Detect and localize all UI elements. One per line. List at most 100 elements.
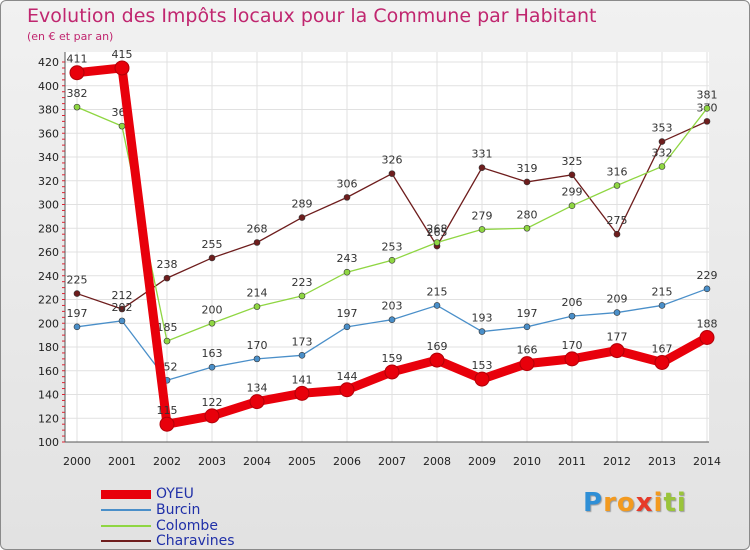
- data-label: 229: [697, 269, 718, 282]
- data-point: [429, 352, 445, 368]
- x-tick-label: 2004: [243, 455, 271, 468]
- data-point: [568, 312, 576, 320]
- data-point: [433, 239, 441, 246]
- x-tick-label: 2001: [108, 455, 136, 468]
- data-point: [568, 202, 576, 209]
- data-label: 193: [472, 312, 493, 325]
- data-point: [474, 371, 490, 387]
- data-label: 144: [337, 370, 358, 383]
- y-tick-label: 340: [38, 151, 59, 164]
- data-point: [208, 319, 216, 327]
- x-tick-label: 2002: [153, 455, 181, 468]
- data-label: 166: [517, 344, 538, 357]
- y-tick-label: 300: [38, 199, 59, 212]
- y-tick-label: 400: [38, 80, 59, 93]
- data-label: 332: [652, 147, 673, 160]
- data-label: 215: [652, 285, 673, 298]
- x-tick-label: 2013: [648, 455, 676, 468]
- data-point: [73, 290, 81, 297]
- legend-label-oyeu: OYEU: [156, 486, 194, 502]
- data-point: [163, 337, 171, 345]
- legend-label-charavines: Charavines: [156, 533, 235, 549]
- logo-letter: i: [653, 488, 664, 518]
- data-label: 197: [337, 307, 358, 320]
- data-label: 122: [202, 396, 223, 409]
- y-tick-label: 380: [38, 104, 59, 117]
- y-tick-label: 180: [38, 341, 59, 354]
- data-point: [609, 343, 625, 359]
- data-label: 200: [202, 303, 223, 316]
- logo-letter: P: [583, 488, 604, 518]
- data-label: 275: [607, 214, 628, 227]
- x-tick-label: 2005: [288, 455, 316, 468]
- data-point: [564, 351, 580, 367]
- y-tick-label: 320: [38, 175, 59, 188]
- data-label: 153: [472, 359, 493, 372]
- data-label: 225: [67, 274, 88, 287]
- data-point: [298, 352, 306, 359]
- logo-letter: o: [616, 488, 636, 518]
- y-tick-label: 280: [38, 222, 59, 235]
- data-point: [388, 257, 396, 264]
- x-tick-label: 2012: [603, 455, 631, 468]
- data-label: 268: [247, 223, 268, 236]
- data-label: 280: [517, 208, 538, 221]
- data-point: [253, 355, 261, 363]
- y-tick-label: 100: [38, 436, 59, 449]
- logo-letter: x: [635, 488, 654, 518]
- data-point: [384, 364, 400, 380]
- logo-letter: i: [676, 488, 687, 518]
- data-label: 141: [292, 373, 313, 386]
- data-label: 214: [247, 287, 268, 300]
- data-label: 170: [247, 339, 268, 352]
- data-point: [658, 302, 666, 309]
- data-label: 381: [697, 88, 718, 101]
- legend-swatch-colombe: [101, 525, 151, 527]
- data-point: [163, 274, 171, 282]
- data-label: 243: [337, 252, 358, 265]
- data-point: [388, 316, 396, 323]
- x-tick-label: 2009: [468, 455, 496, 468]
- data-point: [343, 323, 351, 331]
- data-point: [204, 408, 220, 424]
- data-label: 238: [157, 258, 178, 271]
- data-label: 411: [67, 53, 88, 66]
- data-label: 279: [472, 209, 493, 222]
- data-point: [658, 138, 666, 145]
- data-point: [208, 254, 216, 262]
- data-label: 255: [202, 238, 223, 251]
- data-point: [388, 170, 396, 177]
- series-oyeu: 411 415 115 122 134 141 144 159 169 153 166 170 177 1…: [67, 48, 718, 432]
- data-point: [523, 323, 531, 331]
- data-label: 173: [292, 335, 313, 348]
- data-point: [69, 65, 85, 81]
- data-point: [339, 382, 355, 398]
- data-point: [294, 385, 310, 401]
- data-label: 202: [112, 301, 133, 314]
- data-point: [118, 305, 126, 313]
- legend-swatch-oyeu: [101, 490, 151, 499]
- data-point: [703, 118, 711, 125]
- x-tick-label: 2006: [333, 455, 361, 468]
- chart-subtitle: (en € et par an): [27, 30, 114, 43]
- data-point: [478, 164, 486, 171]
- data-point: [253, 239, 261, 246]
- data-point: [613, 182, 621, 189]
- data-label: 253: [382, 240, 403, 253]
- data-point: [298, 292, 306, 300]
- data-label: 177: [607, 331, 628, 344]
- series-charavines: 225 212 238 255 268 289 306 326 265 331 319 325 275 3…: [67, 101, 718, 313]
- data-label: 353: [652, 122, 673, 135]
- data-point: [73, 103, 81, 111]
- data-label: 197: [67, 307, 88, 320]
- x-tick-label: 2011: [558, 455, 586, 468]
- data-point: [253, 303, 261, 310]
- data-point: [478, 328, 486, 335]
- data-label: 306: [337, 177, 358, 190]
- x-tick-label: 2014: [693, 455, 721, 468]
- data-label: 331: [472, 148, 493, 161]
- legend-swatch-charavines: [101, 540, 151, 542]
